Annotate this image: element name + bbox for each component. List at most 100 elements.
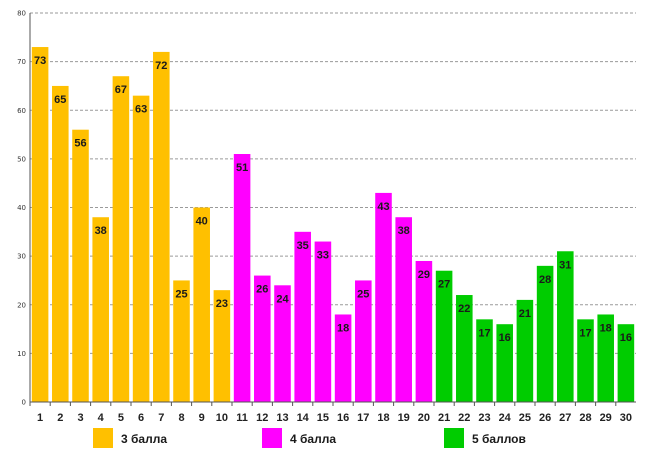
x-tick-label: 25 bbox=[519, 412, 531, 424]
bar-value-label: 22 bbox=[458, 303, 470, 315]
bar-value-label: 17 bbox=[478, 327, 490, 339]
x-tick-label: 29 bbox=[600, 412, 612, 424]
bar-value-label: 25 bbox=[175, 288, 187, 300]
y-tick-label: 10 bbox=[17, 350, 26, 358]
bar-value-label: 17 bbox=[579, 327, 591, 339]
bar bbox=[355, 280, 372, 402]
legend-item: 5 баллов bbox=[444, 428, 526, 448]
bar-value-label: 26 bbox=[256, 284, 268, 296]
bar bbox=[274, 285, 291, 402]
bar bbox=[496, 324, 513, 402]
x-tick-label: 12 bbox=[256, 412, 268, 424]
bar bbox=[132, 95, 150, 402]
x-tick-label: 27 bbox=[559, 412, 571, 424]
x-tick-label: 10 bbox=[216, 412, 228, 424]
y-tick-label: 20 bbox=[17, 301, 26, 309]
bar bbox=[72, 129, 89, 402]
bar bbox=[92, 217, 109, 402]
x-tick-label: 21 bbox=[438, 412, 450, 424]
bar-value-label: 40 bbox=[196, 216, 208, 228]
bar-value-label: 31 bbox=[559, 259, 571, 271]
x-tick-label: 18 bbox=[377, 412, 389, 424]
bar bbox=[476, 319, 493, 402]
x-tick-label: 2 bbox=[57, 412, 63, 424]
y-tick-label: 70 bbox=[17, 58, 26, 66]
bar bbox=[536, 265, 554, 402]
x-tick-label: 4 bbox=[98, 412, 105, 424]
bar-value-label: 56 bbox=[74, 138, 86, 150]
bar bbox=[375, 192, 392, 402]
bar bbox=[193, 207, 210, 402]
x-axis: 1 2 3 4 5 6 7 8 9 10 11 12 13 14 15 16 17 18 19 20 21 22 23 24 2… bbox=[29, 401, 636, 424]
y-tick-label: 30 bbox=[17, 253, 26, 261]
x-tick-label: 5 bbox=[118, 412, 124, 424]
bar-value-label: 25 bbox=[357, 288, 369, 300]
bar bbox=[516, 299, 534, 402]
bar bbox=[294, 231, 311, 402]
bar bbox=[254, 275, 271, 402]
x-tick-label: 20 bbox=[418, 412, 430, 424]
bar bbox=[153, 51, 170, 403]
y-tick-label: 40 bbox=[17, 204, 26, 212]
bar bbox=[52, 85, 69, 402]
bar bbox=[334, 314, 352, 402]
bar bbox=[557, 251, 574, 402]
legend-label: 3 балла bbox=[121, 432, 167, 446]
legend-swatch bbox=[262, 428, 282, 448]
x-tick-label: 6 bbox=[138, 412, 144, 424]
x-tick-label: 24 bbox=[499, 412, 512, 424]
x-tick-label: 19 bbox=[398, 412, 410, 424]
bar bbox=[415, 260, 433, 402]
bar bbox=[314, 241, 332, 402]
x-tick-label: 15 bbox=[317, 412, 329, 424]
legend-item: 4 балла bbox=[262, 428, 336, 448]
y-tick-label: 0 bbox=[22, 399, 26, 407]
bar-value-label: 16 bbox=[499, 332, 511, 344]
bar-value-label: 35 bbox=[297, 240, 309, 252]
bar-value-label: 18 bbox=[337, 322, 349, 334]
legend-item: 3 балла bbox=[93, 428, 167, 448]
bar-value-label: 29 bbox=[418, 269, 430, 281]
y-tick-label: 80 bbox=[17, 10, 26, 18]
bar bbox=[31, 47, 49, 402]
bar bbox=[617, 324, 635, 402]
bar bbox=[435, 270, 453, 402]
x-tick-label: 13 bbox=[276, 412, 288, 424]
bar-value-label: 24 bbox=[276, 293, 289, 305]
x-tick-label: 16 bbox=[337, 412, 349, 424]
y-tick-label: 60 bbox=[17, 107, 26, 115]
grid-lines bbox=[30, 12, 636, 354]
bar bbox=[456, 295, 473, 402]
bar-value-label: 72 bbox=[155, 60, 167, 72]
bar bbox=[577, 319, 594, 402]
bars bbox=[31, 47, 635, 403]
x-tick-label: 22 bbox=[458, 412, 470, 424]
bar-value-label: 27 bbox=[438, 279, 450, 291]
x-tick-label: 8 bbox=[178, 412, 184, 424]
x-tick-label: 28 bbox=[579, 412, 591, 424]
x-tick-label: 30 bbox=[620, 412, 632, 424]
x-tick-label: 17 bbox=[357, 412, 369, 424]
x-tick-label: 9 bbox=[199, 412, 205, 424]
bar bbox=[395, 217, 412, 402]
x-tick-label: 14 bbox=[297, 412, 310, 424]
bar-value-label: 73 bbox=[34, 55, 46, 67]
y-tick-label: 50 bbox=[17, 155, 26, 163]
x-tick-label: 23 bbox=[478, 412, 490, 424]
legend-label: 5 баллов bbox=[472, 432, 526, 446]
x-tick-label: 26 bbox=[539, 412, 551, 424]
bar-value-labels: 73 65 56 38 67 63 72 25 40 23 51 26 24 35 33 18 25 43 38 29… bbox=[34, 55, 632, 344]
bar-value-label: 16 bbox=[620, 332, 632, 344]
x-tick-label: 3 bbox=[77, 412, 83, 424]
bar bbox=[112, 76, 130, 403]
bar-value-label: 67 bbox=[115, 84, 127, 96]
bar bbox=[597, 314, 614, 402]
x-tick-label: 11 bbox=[236, 412, 248, 424]
bar bbox=[233, 154, 251, 402]
bar-value-label: 23 bbox=[216, 298, 228, 310]
bar-value-label: 63 bbox=[135, 104, 147, 116]
x-tick-label: 1 bbox=[37, 412, 43, 424]
bar-value-label: 51 bbox=[236, 162, 248, 174]
x-tick-label: 7 bbox=[158, 412, 164, 424]
